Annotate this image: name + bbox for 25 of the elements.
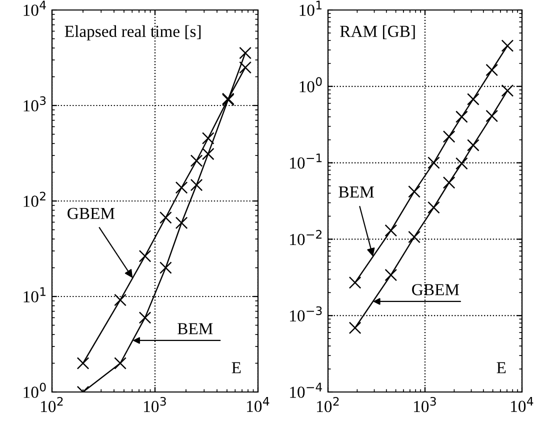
text: Elapsed real time [s] — [64, 25, 201, 40]
text: GBEM — [68, 208, 115, 220]
x-axis-title: E — [496, 362, 506, 374]
y-tick-label: 10$^{1}$ — [300, 0, 322, 16]
x-tick-label: 10$^{3}$ — [414, 396, 436, 412]
y-tick-label: 10$^{−3}$ — [290, 306, 322, 322]
y-tick-label: 10$^{−4}$ — [290, 382, 322, 398]
x-axis-title: E — [232, 362, 241, 374]
y-tick-label: 10$^{1}$ — [24, 287, 46, 302]
series-label: BEM — [338, 186, 374, 198]
y-tick-label: 10$^{−2}$ — [290, 230, 322, 246]
series-label: GBEM — [412, 284, 460, 296]
x-tick-label: 10$^{3}$ — [144, 396, 166, 412]
y-tick-label: 10$^{0}$ — [24, 382, 46, 398]
y-tick-label: 10$^{4}$ — [24, 0, 46, 16]
y-tick-label: 10$^{2}$ — [24, 192, 46, 207]
series-label: BEM — [178, 323, 213, 334]
y-tick-label: 10$^{3}$ — [24, 96, 46, 112]
x-tick-label: 10$^{4}$ — [247, 396, 270, 412]
x-tick-label: 10$^{4}$ — [511, 396, 534, 412]
text: RAM [GB] — [340, 25, 415, 40]
x-tick-label: 10$^{2}$ — [41, 396, 63, 412]
y-tick-label: 10$^{0}$ — [300, 77, 322, 92]
x-tick-label: 10$^{2}$ — [317, 396, 339, 412]
y-tick-label: 10$^{−1}$ — [290, 154, 322, 169]
